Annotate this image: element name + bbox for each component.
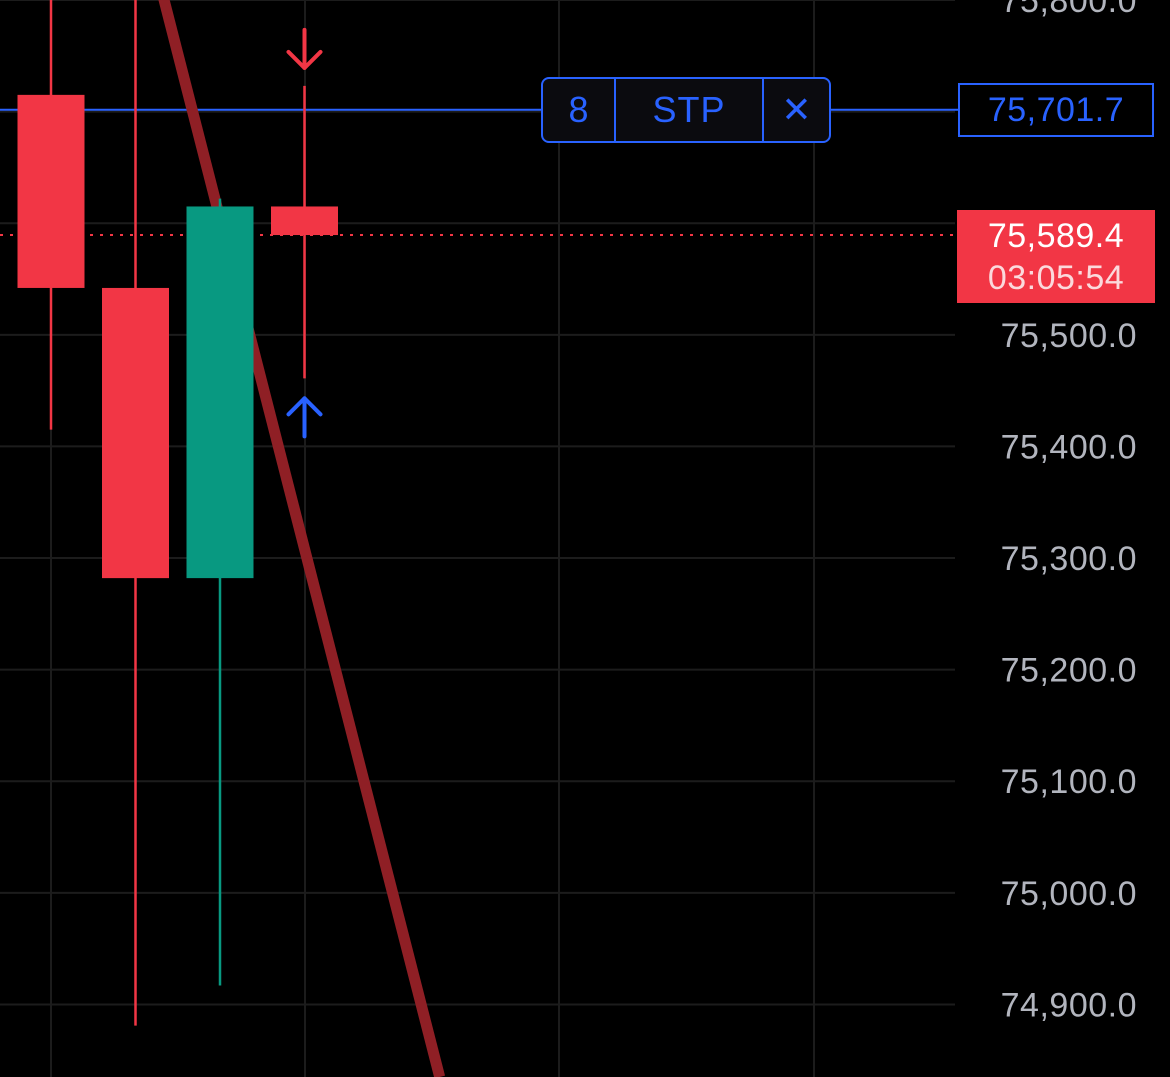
signals (286, 27, 323, 439)
order-widget[interactable]: 8 STP ✕ (541, 77, 831, 143)
close-icon: ✕ (781, 89, 812, 130)
cancel-order-button[interactable]: ✕ (764, 79, 829, 141)
bar-countdown: 03:05:54 (987, 258, 1125, 297)
trendline-segment[interactable] (136, 0, 446, 1077)
candle (186, 198, 254, 986)
sell-arrow-icon (286, 27, 323, 70)
order-quantity[interactable]: 8 (543, 79, 616, 141)
order-type-label[interactable]: STP (616, 79, 764, 141)
last-price-value: 75,589.4 (987, 216, 1125, 255)
price-tick-label: 75,500.0 (1001, 317, 1137, 355)
price-tick-label: 75,200.0 (1001, 652, 1137, 690)
price-tick-label: 74,900.0 (1001, 986, 1137, 1024)
candle (102, 0, 169, 1026)
price-tick-label: 75,000.0 (1001, 875, 1137, 913)
trendline[interactable] (136, 0, 446, 1077)
price-axis[interactable]: 75,800.075,700.075,600.075,500.075,400.0… (1001, 0, 1137, 1024)
candle-body (271, 206, 338, 236)
last-price-label: 75,589.4 03:05:54 (957, 210, 1155, 303)
buy-arrow-head (286, 396, 323, 417)
price-tick-label: 75,800.0 (1001, 0, 1137, 20)
candle (271, 85, 338, 379)
candle-body (102, 287, 169, 579)
candle-body (186, 206, 254, 579)
candles (17, 0, 338, 1026)
candle (17, 0, 85, 430)
sell-arrow-head (286, 49, 323, 70)
price-tick-label: 75,400.0 (1001, 428, 1137, 466)
buy-arrow-icon (286, 396, 323, 439)
price-tick-label: 75,100.0 (1001, 763, 1137, 801)
candle-body (17, 94, 85, 288)
price-tick-label: 75,300.0 (1001, 540, 1137, 578)
horizontal-grid (0, 0, 955, 1006)
order-price-label: 75,701.7 (958, 83, 1154, 137)
